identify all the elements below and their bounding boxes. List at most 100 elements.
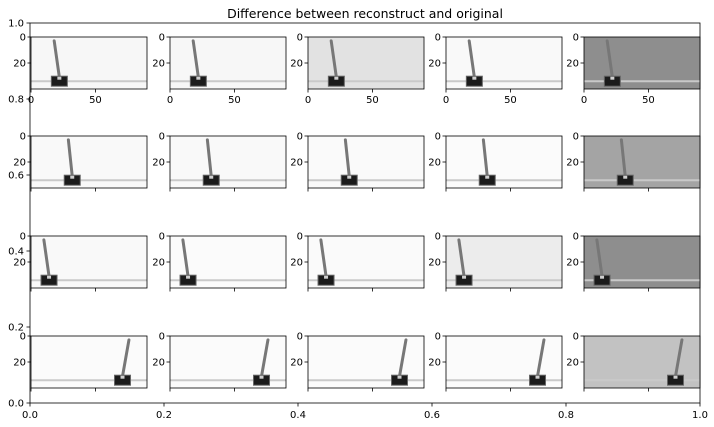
panel-y-tick-label: 20 [152,59,165,70]
cart-axle [535,375,540,379]
cart-axle [623,175,628,179]
subplot-panel: 0 20 [428,332,563,392]
subplot-panel: 0 20 [152,332,287,392]
panel-y-tick-label: 20 [290,258,303,269]
cart [529,374,547,386]
panel-y-tick-label: 20 [152,258,165,269]
bg-x-tick-label: 0.6 [424,410,440,421]
cart [340,174,358,186]
panel-y-tick-label: 20 [428,158,441,169]
panel-y-tick-label: 20 [290,59,303,70]
pole [260,338,270,378]
panel-y-tick-label: 0 [573,33,579,44]
cart [317,274,335,286]
cart-axle [673,375,678,379]
pole [467,39,476,79]
panel-y-tick-label: 0 [159,132,165,143]
subplot-panel: 0 20 0 50 [566,33,701,106]
cart [603,75,621,87]
bg-x-tick-label: 0.4 [290,410,306,421]
subplot-panel: 0 20 [152,232,287,292]
subplot-panel: 0 20 0 50 [428,33,563,106]
panel-y-tick-label: 20 [290,158,303,169]
background-axes: 0.0 0.2 0.4 0.6 0.8 1.0 0.0 0.2 0.4 0.6 0.8 1.0 [8,19,708,422]
panel-x-tick-label: 0 [305,95,311,106]
subplot-panel: 0 20 [566,332,701,392]
cart [478,174,496,186]
cart-axle [186,275,191,279]
panel-y-tick-label: 0 [159,332,165,343]
panel-y-tick-label: 0 [20,332,26,343]
bg-y-tick-label: 1.0 [8,19,24,30]
cart [63,174,81,186]
pole [191,39,200,79]
cart [50,75,68,87]
pole [674,338,684,378]
panel-x-tick-label: 50 [642,95,655,106]
subplot-panel: 0 20 [566,132,701,192]
panel-y-tick-label: 0 [435,132,441,143]
figure-title: Difference between reconstruct and origi… [227,6,503,21]
cart-axle [120,375,125,379]
panel-y-tick-label: 0 [573,332,579,343]
panel-x-tick-label: 50 [366,95,379,106]
bg-x-tick-label: 0.0 [22,410,38,421]
cart [253,374,271,386]
cart [179,274,197,286]
panel-y-tick-label: 0 [20,132,26,143]
cart-axle [70,175,75,179]
panel-y-tick-label: 20 [13,258,26,269]
pole [595,238,604,278]
panel-y-tick-label: 0 [435,33,441,44]
cart-axle [462,275,467,279]
panel-y-tick-label: 0 [297,232,303,243]
subplot-panel: 0 20 [290,332,425,392]
cart [114,374,132,386]
background-axes-frame [29,22,701,404]
subplot-panel: 0 20 0 50 [152,33,287,106]
panel-y-tick-label: 20 [428,258,441,269]
subplot-panel: 0 20 [13,332,148,392]
panel-y-tick-label: 0 [297,332,303,343]
cart-axle [209,175,214,179]
panel-y-tick-label: 0 [435,332,441,343]
pole [52,39,61,79]
panel-x-tick-label: 50 [228,95,241,106]
subplot-panel: 0 20 [290,232,425,292]
pole [536,338,546,378]
panel-y-tick-label: 20 [566,258,579,269]
panel-y-tick-label: 20 [290,358,303,369]
pole [481,138,489,178]
panel-y-tick-label: 20 [152,158,165,169]
cart [667,374,685,386]
subplot-panel: 0 20 0 50 [13,33,148,106]
cart [391,374,409,386]
pole [205,138,213,178]
cart-axle [259,375,264,379]
bg-y-tick-label: 0.0 [8,399,24,410]
bg-x-tick-label: 0.2 [156,410,172,421]
panel-y-tick-label: 0 [573,132,579,143]
cart-axle [57,76,62,80]
panel-y-tick-label: 0 [435,232,441,243]
panel-y-tick-label: 20 [428,59,441,70]
panel-y-tick-label: 20 [566,59,579,70]
pole [42,238,51,278]
panel-y-tick-label: 20 [566,158,579,169]
cart [465,75,483,87]
pole [121,338,131,378]
panel-x-tick-label: 50 [89,95,102,106]
cart [202,174,220,186]
bg-y-tick-label: 0.8 [8,95,24,106]
cart-axle [485,175,490,179]
bg-y-tick-label: 0.6 [8,171,24,182]
panel-y-tick-label: 0 [20,33,26,44]
panel-y-tick-label: 20 [566,358,579,369]
subplot-panel: 0 20 0 50 [290,33,425,106]
panel-y-tick-label: 0 [159,33,165,44]
panel-y-tick-label: 20 [152,358,165,369]
panel-y-tick-label: 20 [13,158,26,169]
cart [189,75,207,87]
cart-axle [347,175,352,179]
cart-axle [196,76,201,80]
